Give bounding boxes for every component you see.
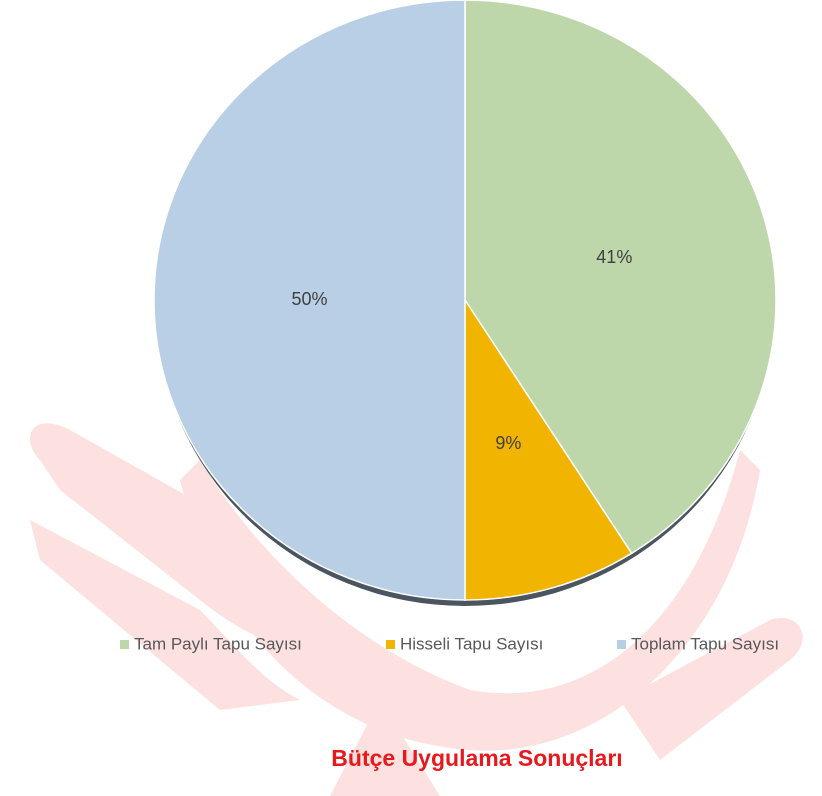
watermark <box>30 423 803 796</box>
data-label: 50% <box>291 289 327 309</box>
legend-label: Toplam Tapu Sayısı <box>631 634 779 653</box>
pie-slice <box>464 297 633 601</box>
legend-swatch <box>617 640 626 649</box>
pie-slice <box>464 0 777 555</box>
legend-swatch <box>120 640 129 649</box>
data-label: 41% <box>596 247 632 267</box>
legend-label: Hisseli Tapu Sayısı <box>400 634 543 653</box>
legend-label: Tam Paylı Tapu Sayısı <box>134 634 302 653</box>
chart-title: Bütçe Uygulama Sonuçları <box>331 745 622 771</box>
data-label: 9% <box>495 433 521 453</box>
pie-slice <box>153 0 466 601</box>
legend-swatch <box>386 640 395 649</box>
